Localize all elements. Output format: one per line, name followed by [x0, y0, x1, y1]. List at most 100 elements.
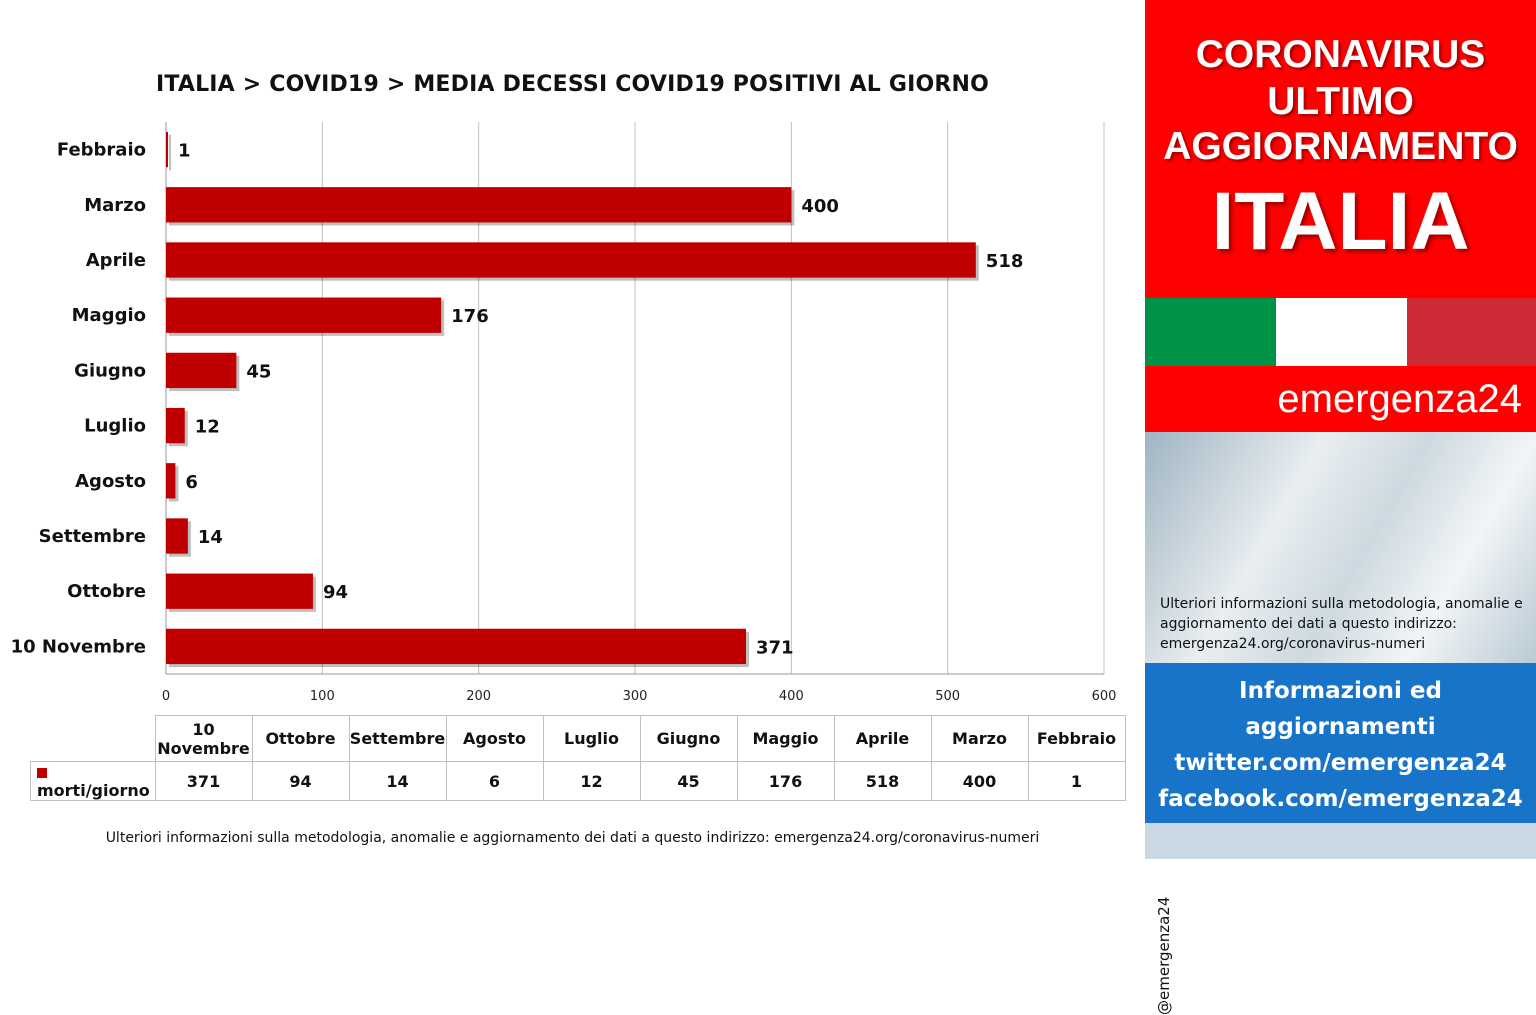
value-label: 6 — [185, 472, 198, 493]
flag-white — [1276, 298, 1407, 366]
bar-shadow — [169, 134, 171, 171]
side-note: Ulteriori informazioni sulla metodologia… — [1160, 594, 1530, 654]
bar — [166, 518, 188, 554]
headline-block: CORONAVIRUS ULTIMO AGGIORNAMENTO ITALIA — [1145, 0, 1536, 298]
value-label: 12 — [195, 417, 220, 438]
bar — [166, 187, 792, 223]
table-header-text: Marzo — [952, 729, 1007, 748]
info-block: Informazioni ed aggiornamenti twitter.co… — [1145, 663, 1536, 823]
twitter-link[interactable]: twitter.com/emergenza24 — [1174, 750, 1507, 776]
table-header-text: Settembre — [349, 729, 446, 748]
side-panel: CORONAVIRUS ULTIMO AGGIORNAMENTO ITALIA … — [1145, 0, 1536, 1015]
value-label: 176 — [451, 306, 489, 327]
x-tick-label: 400 — [779, 689, 804, 704]
category-label: 10 Novembre — [11, 636, 146, 657]
headline-line-2: ULTIMO — [1267, 80, 1414, 123]
table-legend-cell: morti/giorno — [30, 761, 156, 801]
table-header-text: 10 — [192, 719, 215, 739]
x-tick-label: 600 — [1092, 689, 1117, 704]
headline-line-3: AGGIORNAMENTO — [1163, 125, 1518, 168]
category-label: Settembre — [39, 526, 146, 547]
chart-title: ITALIA > COVID19 > MEDIA DECESSI COVID19… — [155, 72, 990, 97]
value-label: 400 — [801, 196, 839, 217]
category-label: Aprile — [86, 250, 146, 271]
italian-flag — [1145, 298, 1536, 366]
table-header-text: Agosto — [463, 729, 526, 748]
chart-panel: ITALIA > COVID19 > MEDIA DECESSI COVID19… — [10, 72, 1126, 846]
table-header-cell: Settembre — [348, 715, 447, 762]
x-tick-label: 0 — [162, 689, 170, 704]
bar — [166, 573, 313, 609]
table-value-cell: 12 — [542, 761, 641, 801]
x-tick-label: 100 — [310, 689, 335, 704]
table-header-text: Giugno — [656, 729, 721, 748]
table-header-text: Luglio — [564, 729, 619, 748]
category-label: Luglio — [84, 416, 146, 437]
category-label: Febbraio — [57, 140, 146, 161]
category-label: Agosto — [75, 471, 146, 492]
table-header-text: Febbraio — [1036, 729, 1117, 748]
table-value-cell: 45 — [639, 761, 738, 801]
table-header-cell: 10 Novembre — [154, 715, 253, 762]
table-header-text: Maggio — [752, 729, 819, 748]
footer-note: Ulteriori informazioni sulla metodologia… — [105, 830, 1040, 846]
value-label: 94 — [323, 582, 348, 603]
table-value-cell: 371 — [154, 761, 253, 801]
table-header-cell: Luglio — [542, 715, 641, 762]
country-title: ITALIA — [1211, 176, 1470, 267]
side-note-text: Ulteriori informazioni sulla metodologia… — [1160, 596, 1523, 652]
value-label: 14 — [198, 527, 223, 548]
category-label: Marzo — [84, 195, 146, 216]
labels: 0 100 200 300 400 500 600 Febbraio 1 Marzo 400 Apri… — [11, 140, 1117, 704]
side-bottom-strip — [1145, 823, 1536, 859]
info-line-1: Informazioni ed — [1239, 678, 1442, 704]
data-table: 10 Novembre Ottobre Settembre Agosto Luglio Gi… — [30, 715, 1126, 801]
table-header-text: Novembre — [157, 738, 250, 758]
social-handle: @emergenza24 — [1155, 896, 1173, 1015]
bar — [166, 297, 442, 333]
bar — [166, 628, 746, 665]
table-header-text: Aprile — [855, 729, 910, 748]
bars — [166, 131, 979, 668]
table-value-cell: 518 — [833, 761, 932, 801]
info-line-2: aggiornamenti — [1245, 714, 1436, 740]
table-header-cell: Giugno — [639, 715, 738, 762]
category-label: Giugno — [74, 360, 146, 381]
value-label: 518 — [986, 251, 1024, 272]
table-header-cell: Agosto — [445, 715, 544, 762]
legend-label: morti/giorno — [37, 781, 150, 800]
flag-green — [1145, 298, 1276, 366]
x-tick-label: 200 — [466, 689, 491, 704]
flag-red — [1407, 298, 1536, 366]
background-photo: @emergenza24 Ulteriori informazioni sull… — [1145, 432, 1536, 1015]
value-label: 1 — [178, 141, 191, 162]
bar — [166, 242, 976, 278]
table-header-cell: Marzo — [930, 715, 1029, 762]
headline-line-1: CORONAVIRUS — [1195, 33, 1486, 76]
table-header-cell: Maggio — [736, 715, 835, 762]
bar — [166, 131, 168, 168]
table-value-cell: 6 — [445, 761, 544, 801]
table-value-cell: 1 — [1027, 761, 1126, 801]
table-value-cell: 400 — [930, 761, 1029, 801]
table-header-text: Ottobre — [265, 729, 336, 748]
bar — [166, 407, 185, 444]
table-value-cell: 14 — [348, 761, 447, 801]
table-value-cell: 176 — [736, 761, 835, 801]
bar — [166, 463, 176, 499]
legend-swatch — [37, 767, 47, 778]
bar — [166, 352, 237, 389]
x-tick-label: 500 — [935, 689, 960, 704]
brand-band: emergenza24 — [1145, 366, 1536, 432]
category-label: Ottobre — [67, 581, 146, 602]
category-label: Maggio — [72, 305, 146, 326]
table-value-cell: 94 — [251, 761, 350, 801]
facebook-link[interactable]: facebook.com/emergenza24 — [1158, 786, 1523, 812]
table-corner — [30, 715, 156, 762]
bar-chart: 0 100 200 300 400 500 600 Febbraio 1 Marzo 400 Apri… — [11, 122, 1117, 704]
table-header-cell: Ottobre — [251, 715, 350, 762]
x-tick-label: 300 — [623, 689, 648, 704]
value-label: 371 — [756, 637, 794, 658]
value-label: 45 — [246, 361, 271, 382]
table-header-cell: Aprile — [833, 715, 932, 762]
